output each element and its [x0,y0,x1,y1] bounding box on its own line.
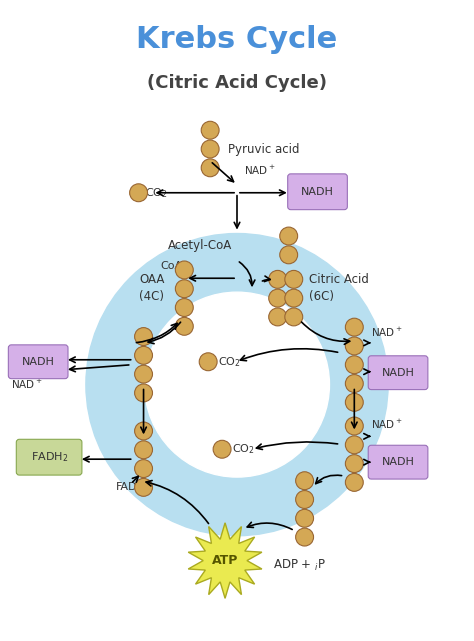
Text: CoA: CoA [160,262,182,271]
Circle shape [175,261,193,279]
Circle shape [346,374,363,392]
Text: CO$_2$: CO$_2$ [218,355,241,369]
Text: NADH: NADH [301,187,334,197]
Circle shape [135,422,153,440]
Circle shape [175,279,193,297]
Text: FADH$_2$: FADH$_2$ [30,450,68,464]
Circle shape [285,289,303,307]
Circle shape [135,365,153,383]
Circle shape [175,317,193,335]
Circle shape [346,436,363,454]
Circle shape [86,233,388,536]
Circle shape [199,353,217,370]
Circle shape [135,346,153,364]
Circle shape [346,318,363,336]
Circle shape [280,227,298,245]
Circle shape [269,308,287,326]
FancyBboxPatch shape [368,356,428,390]
Text: (Citric Acid Cycle): (Citric Acid Cycle) [147,74,327,92]
Circle shape [296,510,313,528]
Text: NAD$^+$: NAD$^+$ [244,164,276,178]
FancyBboxPatch shape [368,445,428,479]
Text: Citric Acid
(6C): Citric Acid (6C) [309,273,368,303]
Circle shape [346,474,363,492]
Text: NADH: NADH [22,357,55,367]
FancyBboxPatch shape [9,345,68,379]
Circle shape [201,159,219,177]
Circle shape [145,292,329,477]
Text: NAD$^+$: NAD$^+$ [11,378,43,391]
Circle shape [346,417,363,435]
Text: ATP: ATP [212,554,238,567]
Text: CO$_2$: CO$_2$ [145,186,167,199]
Circle shape [285,271,303,288]
Circle shape [135,441,153,459]
Text: NADH: NADH [382,368,414,378]
Text: CO$_2$: CO$_2$ [232,442,255,456]
Text: FAD: FAD [116,482,137,492]
Circle shape [296,490,313,508]
Text: NADH: NADH [382,457,414,467]
Text: NAD$^+$: NAD$^+$ [371,418,403,431]
Circle shape [346,394,363,412]
Polygon shape [188,523,262,598]
Text: Acetyl-CoA: Acetyl-CoA [167,239,232,252]
Circle shape [135,460,153,478]
Circle shape [346,356,363,374]
Circle shape [346,337,363,355]
Circle shape [346,454,363,472]
Circle shape [269,271,287,288]
FancyBboxPatch shape [288,174,347,210]
Text: NAD$^+$: NAD$^+$ [371,326,403,340]
Text: OAA
(4C): OAA (4C) [139,273,164,303]
Text: ADP + $_{i}$P: ADP + $_{i}$P [273,558,326,573]
Circle shape [135,328,153,345]
Circle shape [296,528,313,546]
Circle shape [135,478,153,496]
Text: Krebs Cycle: Krebs Cycle [137,25,337,54]
Circle shape [175,299,193,317]
Circle shape [201,121,219,139]
Circle shape [296,472,313,490]
Circle shape [280,246,298,264]
Circle shape [129,184,147,202]
Circle shape [135,384,153,402]
Text: Pyruvic acid: Pyruvic acid [228,142,300,156]
Circle shape [269,289,287,307]
Circle shape [201,140,219,158]
Circle shape [213,440,231,458]
FancyBboxPatch shape [16,439,82,475]
Circle shape [285,308,303,326]
